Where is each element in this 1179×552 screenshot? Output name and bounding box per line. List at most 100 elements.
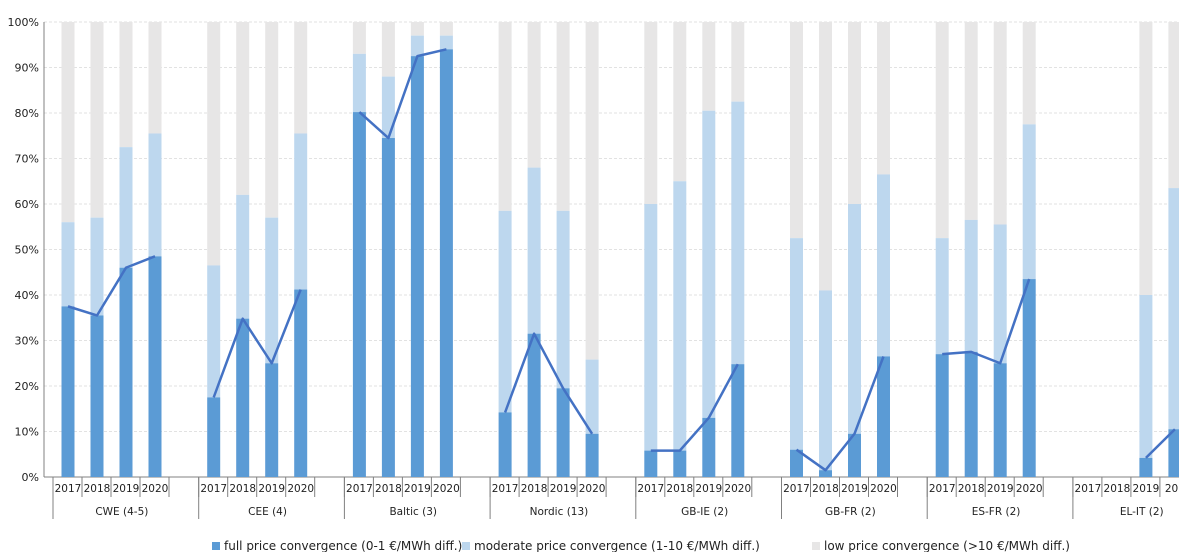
bar-low-convergence	[644, 22, 658, 204]
bar-low-convergence	[410, 22, 424, 36]
bar-full-convergence	[527, 333, 541, 477]
bar-low-convergence	[1139, 22, 1153, 295]
year-label: 2020	[433, 483, 460, 495]
year-label: 2017	[200, 483, 227, 495]
bar-full-convergence	[935, 354, 949, 477]
year-label: 2017	[346, 483, 373, 495]
bar-low-convergence	[148, 22, 162, 134]
bar-moderate-convergence	[819, 290, 832, 471]
bar-low-convergence	[294, 22, 308, 134]
year-label: 2018	[958, 483, 985, 495]
year-label: 2019	[695, 483, 722, 495]
bar-low-convergence	[877, 22, 890, 175]
bar-low-convergence	[61, 22, 75, 223]
y-tick-label: 30%	[15, 335, 39, 348]
bar-full-convergence	[673, 450, 687, 477]
bar-low-convergence	[236, 22, 250, 195]
group-label: GB-IE (2)	[681, 506, 728, 518]
bar-moderate-convergence	[119, 147, 133, 268]
year-label: 2019	[841, 483, 868, 495]
bar-moderate-convergence	[265, 217, 279, 364]
bar-low-convergence	[731, 22, 745, 102]
y-tick-label: 90%	[15, 62, 39, 75]
y-tick-label: 80%	[15, 107, 39, 120]
year-label: 202	[1165, 483, 1179, 495]
year-label: 2020	[142, 483, 169, 495]
year-label: 2018	[521, 483, 548, 495]
bar-moderate-convergence	[790, 238, 803, 450]
y-tick-label: 70%	[15, 153, 39, 166]
full-convergence-line	[67, 255, 156, 317]
y-tick-label: 10%	[15, 426, 39, 439]
bar-full-convergence	[119, 267, 133, 477]
bar-full-convergence	[381, 138, 395, 477]
y-tick-label: 100%	[8, 16, 39, 29]
bar-full-convergence	[352, 112, 366, 477]
year-label: 2019	[258, 483, 285, 495]
year-label: 2019	[1133, 483, 1160, 495]
bar-moderate-convergence	[410, 35, 424, 57]
year-label: 2020	[870, 483, 897, 495]
bar-moderate-convergence	[381, 76, 395, 139]
year-label: 2017	[929, 483, 956, 495]
bar-full-convergence	[556, 388, 570, 477]
bar-low-convergence	[790, 22, 803, 239]
bar-full-convergence	[1139, 457, 1153, 477]
bar-low-convergence	[1168, 22, 1179, 189]
y-tick-label: 60%	[15, 198, 39, 211]
bar-low-convergence	[352, 22, 366, 54]
year-label: 2017	[492, 483, 519, 495]
year-label: 2018	[229, 483, 256, 495]
bar-moderate-convergence	[1139, 295, 1153, 458]
group-label: EL-IT (2)	[1120, 506, 1164, 518]
year-label: 2018	[812, 483, 839, 495]
bar-low-convergence	[935, 22, 949, 239]
bar-full-convergence	[90, 315, 104, 477]
bar-moderate-convergence	[673, 181, 687, 451]
group-label: GB-FR (2)	[825, 506, 876, 518]
year-label: 2019	[404, 483, 431, 495]
bar-full-convergence	[207, 397, 221, 477]
bar-full-convergence	[731, 364, 745, 477]
year-label: 2017	[1075, 483, 1102, 495]
year-label: 2019	[987, 483, 1014, 495]
bar-low-convergence	[119, 22, 133, 148]
bar-moderate-convergence	[90, 217, 104, 316]
bar-full-convergence	[236, 318, 250, 477]
bar-moderate-convergence	[1168, 188, 1179, 430]
group-label: CWE (4-5)	[95, 506, 148, 518]
year-label: 2020	[1016, 483, 1043, 495]
full-convergence-line	[1145, 428, 1176, 459]
year-label: 2020	[724, 483, 751, 495]
y-tick-label: 0%	[22, 471, 39, 484]
bar-full-convergence	[848, 433, 861, 477]
group-label: Baltic (3)	[389, 506, 437, 518]
bar-low-convergence	[527, 22, 541, 168]
year-label: 2019	[113, 483, 140, 495]
legend-swatch	[212, 542, 220, 550]
bar-low-convergence	[265, 22, 279, 218]
bar-full-convergence	[644, 450, 658, 477]
year-label: 2018	[375, 483, 402, 495]
bar-full-convergence	[294, 289, 308, 477]
bar-full-convergence	[964, 351, 978, 477]
group-label: CEE (4)	[248, 506, 287, 518]
year-label: 2018	[84, 483, 111, 495]
bar-low-convergence	[702, 22, 716, 111]
bar-low-convergence	[556, 22, 570, 211]
bar-moderate-convergence	[848, 204, 861, 434]
full-convergence-line	[212, 289, 302, 398]
bar-moderate-convergence	[585, 359, 599, 434]
bar-full-convergence	[993, 363, 1007, 477]
bar-moderate-convergence	[236, 194, 250, 319]
full-convergence-line	[503, 332, 594, 435]
legend-label: low price convergence (>10 €/MWh diff.)	[824, 539, 1070, 552]
bar-moderate-convergence	[148, 133, 162, 257]
year-label: 2017	[783, 483, 810, 495]
bar-full-convergence	[410, 56, 424, 477]
y-tick-label: 50%	[15, 244, 39, 257]
full-convergence-line	[942, 278, 1031, 365]
bar-low-convergence	[207, 22, 221, 266]
bar-moderate-convergence	[702, 110, 716, 418]
bar-moderate-convergence	[935, 238, 949, 355]
